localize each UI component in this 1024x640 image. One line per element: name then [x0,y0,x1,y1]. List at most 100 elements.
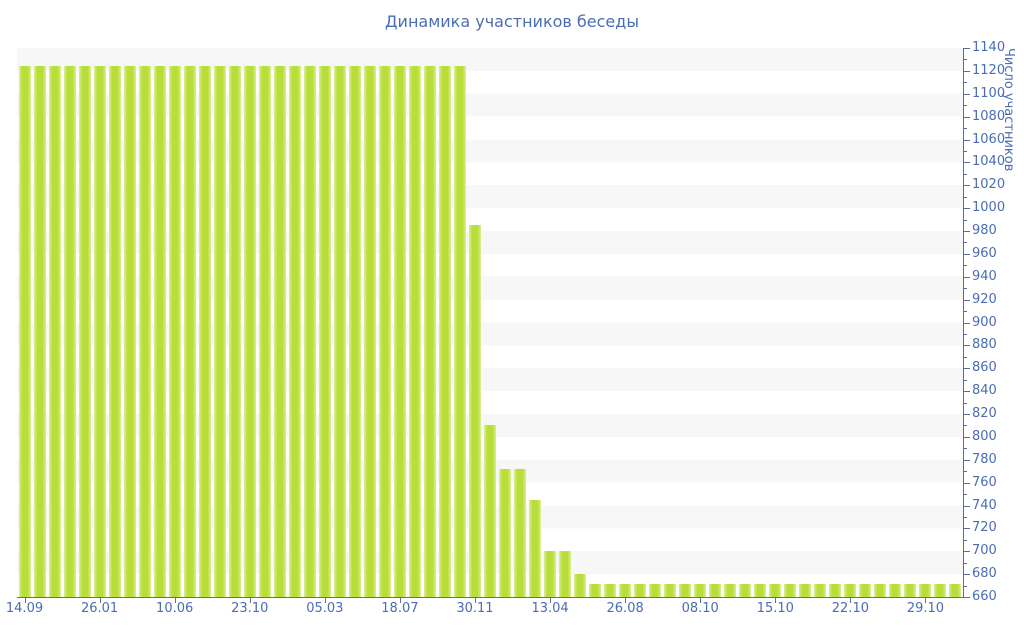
bar[interactable] [454,66,466,597]
y-major-tick [964,253,970,255]
y-major-tick [964,505,970,507]
bar[interactable] [379,66,391,597]
bar[interactable] [409,66,421,597]
bar[interactable] [109,66,121,597]
bar[interactable] [19,66,31,597]
x-tick-label: 30.11 [456,601,494,616]
bar[interactable] [154,66,166,597]
bar[interactable] [694,584,706,597]
bar[interactable] [724,584,736,597]
y-minor-tick [964,173,967,175]
bar[interactable] [499,468,511,597]
bar[interactable] [949,584,961,597]
bar[interactable] [604,584,616,597]
bar[interactable] [889,584,901,597]
bar[interactable] [424,66,436,597]
x-tick-label: 13.04 [531,601,569,616]
bar[interactable] [514,468,526,597]
bar[interactable] [169,66,181,597]
y-tick-label: 1040 [972,154,1006,170]
bar[interactable] [484,425,496,597]
bar[interactable] [559,551,571,597]
bar[interactable] [769,584,781,597]
bar[interactable] [124,66,136,597]
y-minor-tick [964,219,967,221]
bar[interactable] [469,225,481,597]
y-major-tick [964,391,970,393]
x-tick [174,598,176,603]
bar[interactable] [934,584,946,597]
bar[interactable] [589,584,601,597]
bar[interactable] [244,66,256,597]
bar[interactable] [259,66,271,597]
bar[interactable] [139,66,151,597]
bar[interactable] [709,584,721,597]
y-tick-label: 880 [972,337,997,353]
bar[interactable] [184,66,196,597]
bar[interactable] [64,66,76,597]
bar[interactable] [904,584,916,597]
bar[interactable] [829,584,841,597]
y-axis-title: Число участников [1001,48,1016,172]
x-tick [700,598,702,603]
y-major-tick [964,482,970,484]
x-tick [474,598,476,603]
y-tick-label: 1020 [972,177,1006,193]
bar[interactable] [439,66,451,597]
bar[interactable] [679,584,691,597]
bar[interactable] [334,66,346,597]
bar[interactable] [784,584,796,597]
x-tick [249,598,251,603]
bar[interactable] [739,584,751,597]
bar[interactable] [754,584,766,597]
bar[interactable] [844,584,856,597]
x-tick-label: 05.03 [306,601,344,616]
y-minor-tick [964,311,967,313]
bar[interactable] [319,66,331,597]
bar[interactable] [634,584,646,597]
bar[interactable] [364,66,376,597]
bar[interactable] [214,66,226,597]
bar[interactable] [874,584,886,597]
bar[interactable] [229,66,241,597]
bar[interactable] [799,584,811,597]
bar[interactable] [664,584,676,597]
y-minor-tick [964,585,967,587]
bar[interactable] [814,584,826,597]
bar[interactable] [304,66,316,597]
y-tick-label: 960 [972,245,997,261]
bar[interactable] [619,584,631,597]
y-major-tick [964,299,970,301]
bar[interactable] [274,66,286,597]
y-major-tick [964,276,970,278]
bar[interactable] [919,584,931,597]
bar[interactable] [289,66,301,597]
y-major-tick [964,345,970,347]
bar[interactable] [79,66,91,597]
bar[interactable] [49,66,61,597]
bar[interactable] [349,66,361,597]
y-minor-tick [964,356,967,358]
y-major-tick [964,368,970,370]
y-major-tick [964,93,970,95]
bar[interactable] [649,584,661,597]
y-major-tick [964,70,970,72]
y-major-tick [964,162,970,164]
bar[interactable] [859,584,871,597]
y-tick-label: 1140 [972,40,1006,55]
y-minor-tick [964,59,967,61]
bar[interactable] [574,574,586,597]
y-major-tick [964,459,970,461]
y-tick-label: 800 [972,428,997,444]
y-major-tick [964,414,970,415]
y-tick-label: 720 [972,520,997,536]
bar[interactable] [34,66,46,597]
bar[interactable] [94,66,106,597]
x-tick [925,598,927,603]
bar[interactable] [529,499,541,597]
bar[interactable] [544,551,556,597]
y-major-tick [964,231,970,232]
bar[interactable] [199,66,211,597]
bar[interactable] [394,66,406,597]
y-minor-tick [964,265,967,267]
